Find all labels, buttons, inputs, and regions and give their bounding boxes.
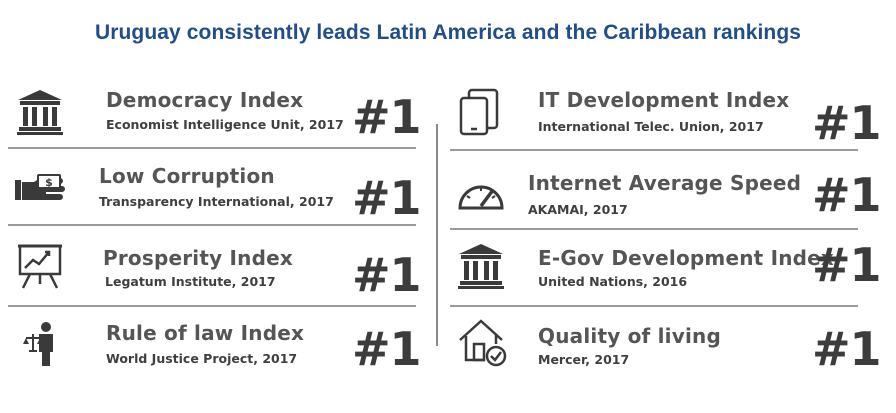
column-separator bbox=[436, 124, 438, 346]
index-name: Quality of living bbox=[538, 324, 721, 348]
row-divider bbox=[450, 228, 858, 230]
index-source: AKAMAI, 2017 bbox=[528, 202, 628, 217]
index-name: Democracy Index bbox=[106, 88, 304, 112]
rank-label: #1 bbox=[352, 248, 422, 302]
index-source: World Justice Project, 2017 bbox=[106, 351, 298, 366]
row-divider bbox=[8, 305, 416, 307]
index-name: IT Development Index bbox=[538, 88, 790, 112]
justice-person-icon bbox=[22, 318, 60, 370]
money-hand-icon: $ bbox=[14, 164, 72, 216]
row-divider bbox=[8, 147, 416, 149]
rank-label: #1 bbox=[352, 322, 422, 376]
speedometer-icon bbox=[455, 168, 507, 220]
chart-board-icon bbox=[14, 240, 66, 292]
institution-icon bbox=[14, 86, 66, 138]
row-divider bbox=[450, 149, 858, 151]
house-check-icon bbox=[457, 316, 509, 368]
row-divider bbox=[450, 305, 858, 307]
rank-label: #1 bbox=[352, 171, 422, 225]
svg-text:$: $ bbox=[45, 176, 53, 189]
row-divider bbox=[8, 224, 416, 226]
index-source: Mercer, 2017 bbox=[538, 352, 630, 367]
index-source: Economist Intelligence Unit, 2017 bbox=[106, 117, 344, 132]
rank-label: #1 bbox=[812, 238, 882, 292]
index-name: Internet Average Speed bbox=[528, 171, 802, 195]
rank-label: #1 bbox=[352, 90, 422, 144]
index-source: International Telec. Union, 2017 bbox=[538, 119, 764, 134]
devices-icon bbox=[455, 86, 507, 138]
page-title: Uruguay consistently leads Latin America… bbox=[94, 21, 802, 44]
rank-label: #1 bbox=[812, 168, 882, 222]
index-source: Transparency International, 2017 bbox=[99, 194, 334, 209]
index-name: E-Gov Development Index bbox=[538, 246, 835, 270]
index-name: Low Corruption bbox=[99, 164, 275, 188]
rank-label: #1 bbox=[812, 322, 882, 376]
index-name: Rule of law Index bbox=[106, 321, 305, 345]
rank-label: #1 bbox=[812, 96, 882, 150]
index-source: United Nations, 2016 bbox=[538, 274, 688, 289]
index-source: Legatum Institute, 2017 bbox=[105, 274, 276, 289]
index-name: Prosperity Index bbox=[103, 246, 293, 270]
institution-icon bbox=[455, 240, 507, 292]
